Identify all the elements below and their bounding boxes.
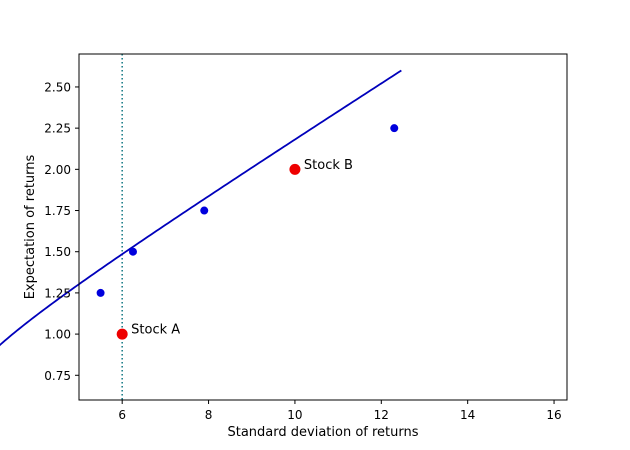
x-tick-label: 12 bbox=[374, 408, 389, 422]
y-axis: 0.75 1.00 1.25 1.50 1.75 2.00 2.25 2.50 bbox=[44, 80, 79, 383]
y-tick-label: 0.75 bbox=[44, 369, 71, 383]
plot-area: Stock A Stock B bbox=[0, 54, 402, 400]
x-tick-label: 14 bbox=[460, 408, 475, 422]
x-tick-label: 10 bbox=[287, 408, 302, 422]
frontier-point-3 bbox=[200, 206, 209, 215]
efficient-frontier-line bbox=[0, 69, 402, 347]
y-axis-label: Expectation of returns bbox=[23, 154, 38, 299]
frontier-point-1 bbox=[96, 288, 105, 297]
frontier-point-2 bbox=[128, 247, 137, 256]
y-tick-label: 2.25 bbox=[44, 122, 71, 136]
x-tick-label: 6 bbox=[118, 408, 126, 422]
stock-b-point bbox=[289, 163, 301, 175]
y-tick-label: 1.50 bbox=[44, 245, 71, 259]
axes-frame bbox=[78, 53, 568, 401]
y-tick-label: 1.25 bbox=[44, 286, 71, 300]
x-axis: 6 8 10 12 14 16 bbox=[118, 400, 562, 422]
stock-a-label: Stock A bbox=[131, 323, 180, 338]
y-tick-label: 1.75 bbox=[44, 204, 71, 218]
stock-b-label: Stock B bbox=[304, 158, 353, 173]
y-tick-label: 2.50 bbox=[44, 80, 71, 94]
frontier-point-4 bbox=[390, 124, 399, 133]
x-axis-label: Standard deviation of returns bbox=[227, 425, 418, 440]
x-tick-label: 16 bbox=[546, 408, 561, 422]
y-tick-label: 2.00 bbox=[44, 163, 71, 177]
y-tick-label: 1.00 bbox=[44, 328, 71, 342]
x-tick-label: 8 bbox=[205, 408, 213, 422]
stock-a-point bbox=[116, 328, 128, 340]
